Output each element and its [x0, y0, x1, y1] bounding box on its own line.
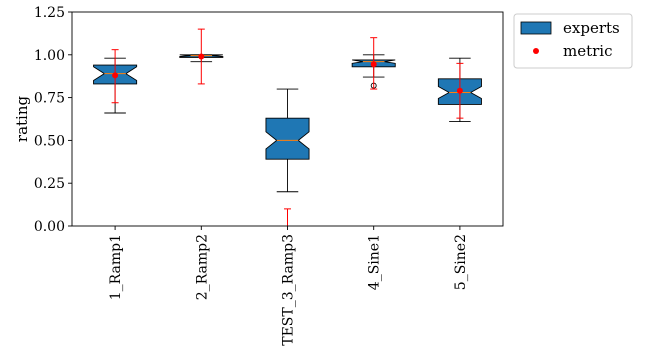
y-tick-label: 0.75 [34, 91, 65, 107]
metric-point [198, 53, 205, 60]
metric-point [456, 87, 463, 94]
x-tick-label: TEST_3_Ramp3 [281, 234, 297, 346]
y-tick-label: 0.25 [34, 176, 65, 192]
metric-point [112, 72, 119, 79]
y-tick-label: 1.00 [34, 48, 65, 64]
legend: experts metric [513, 13, 633, 69]
metric-point [370, 61, 377, 68]
y-tick-label: 0.50 [34, 133, 65, 149]
legend-marker-metric [533, 48, 539, 54]
legend-swatch-experts [520, 21, 552, 35]
y-axis-label: rating [13, 96, 31, 143]
legend-label-metric: metric [563, 42, 613, 60]
x-tick-label: 5_Sine2 [453, 234, 469, 290]
x-tick-label: 2_Ramp2 [194, 234, 210, 300]
legend-label-experts: experts [563, 19, 620, 37]
x-tick-label: 1_Ramp1 [108, 234, 124, 300]
y-tick-label: 1.25 [34, 5, 65, 21]
x-tick-label: 4_Sine1 [367, 234, 383, 290]
box-TEST_3_Ramp3 [265, 117, 310, 160]
y-tick-label: 0.00 [34, 219, 65, 235]
